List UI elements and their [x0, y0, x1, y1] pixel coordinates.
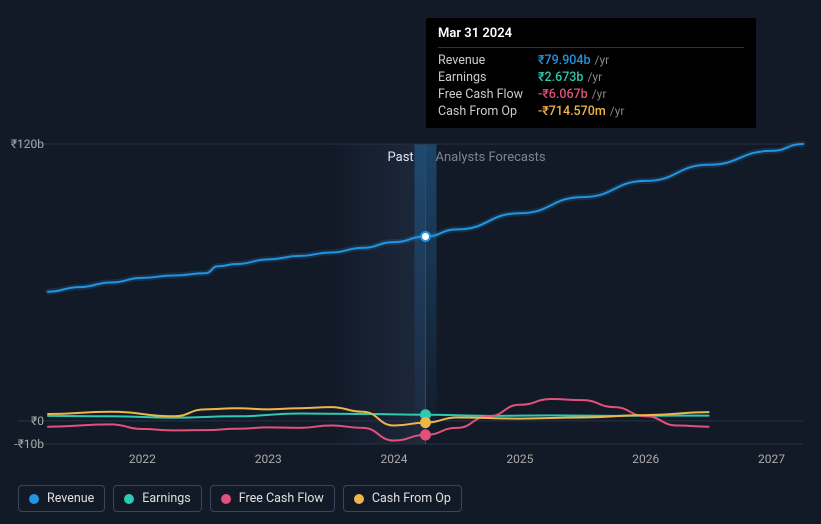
x-axis-tick-label: 2027	[758, 452, 785, 466]
tooltip-metric-label: Earnings	[438, 70, 538, 85]
past-shade	[331, 144, 425, 444]
tooltip-metric-value: ₹2.673b	[538, 70, 583, 85]
tooltip-row: Revenue₹79.904b/yr	[438, 52, 744, 69]
tooltip-metric-value: ₹79.904b	[538, 53, 591, 68]
section-label-past: Past	[388, 150, 414, 165]
tooltip-metric-unit: /yr	[592, 87, 607, 101]
y-axis-tick-label: ₹120b	[11, 137, 44, 151]
legend-item-cfo[interactable]: Cash From Op	[343, 485, 462, 512]
legend-swatch-icon	[354, 494, 364, 504]
x-axis-tick-label: 2023	[255, 452, 282, 466]
legend: Revenue Earnings Free Cash Flow Cash From O…	[18, 485, 462, 512]
marker-cfo	[421, 418, 430, 427]
tooltip-metric-value: -₹714.570m	[538, 104, 606, 119]
y-axis-tick-label: -₹10b	[14, 437, 44, 451]
tooltip-row: Earnings₹2.673b/yr	[438, 69, 744, 86]
y-axis-tick-label: ₹0	[31, 414, 44, 428]
x-axis-tick-label: 2022	[129, 452, 156, 466]
tooltip-metric-unit: /yr	[610, 104, 625, 118]
legend-item-fcf[interactable]: Free Cash Flow	[210, 485, 335, 512]
legend-label: Cash From Op	[372, 491, 451, 506]
tooltip-metric-label: Free Cash Flow	[438, 87, 538, 102]
tooltip-metric-value: -₹6.067b	[538, 87, 588, 102]
tooltip-metric-unit: /yr	[587, 70, 602, 84]
legend-swatch-icon	[29, 494, 39, 504]
x-axis-tick-label: 2025	[506, 452, 533, 466]
tooltip-metric-label: Cash From Op	[438, 104, 538, 119]
legend-label: Free Cash Flow	[239, 491, 324, 506]
x-axis-tick-label: 2026	[632, 452, 659, 466]
legend-label: Earnings	[142, 491, 190, 506]
tooltip-row: Cash From Op-₹714.570m/yr	[438, 103, 744, 120]
tooltip-metric-label: Revenue	[438, 53, 538, 68]
marker-revenue	[421, 232, 430, 241]
tooltip-date: Mar 31 2024	[438, 26, 744, 48]
legend-swatch-icon	[124, 494, 134, 504]
marker-fcf	[421, 430, 430, 439]
legend-item-revenue[interactable]: Revenue	[18, 485, 105, 512]
legend-swatch-icon	[221, 494, 231, 504]
tooltip-rows: Revenue₹79.904b/yrEarnings₹2.673b/yrFree…	[438, 52, 744, 120]
tooltip-metric-unit: /yr	[595, 53, 610, 67]
hover-tooltip: Mar 31 2024 Revenue₹79.904b/yrEarnings₹2…	[426, 18, 756, 128]
section-label-forecast: Analysts Forecasts	[436, 150, 546, 165]
x-axis-tick-label: 2024	[381, 452, 408, 466]
tooltip-row: Free Cash Flow-₹6.067b/yr	[438, 86, 744, 103]
legend-item-earnings[interactable]: Earnings	[113, 485, 201, 512]
legend-label: Revenue	[47, 491, 94, 506]
